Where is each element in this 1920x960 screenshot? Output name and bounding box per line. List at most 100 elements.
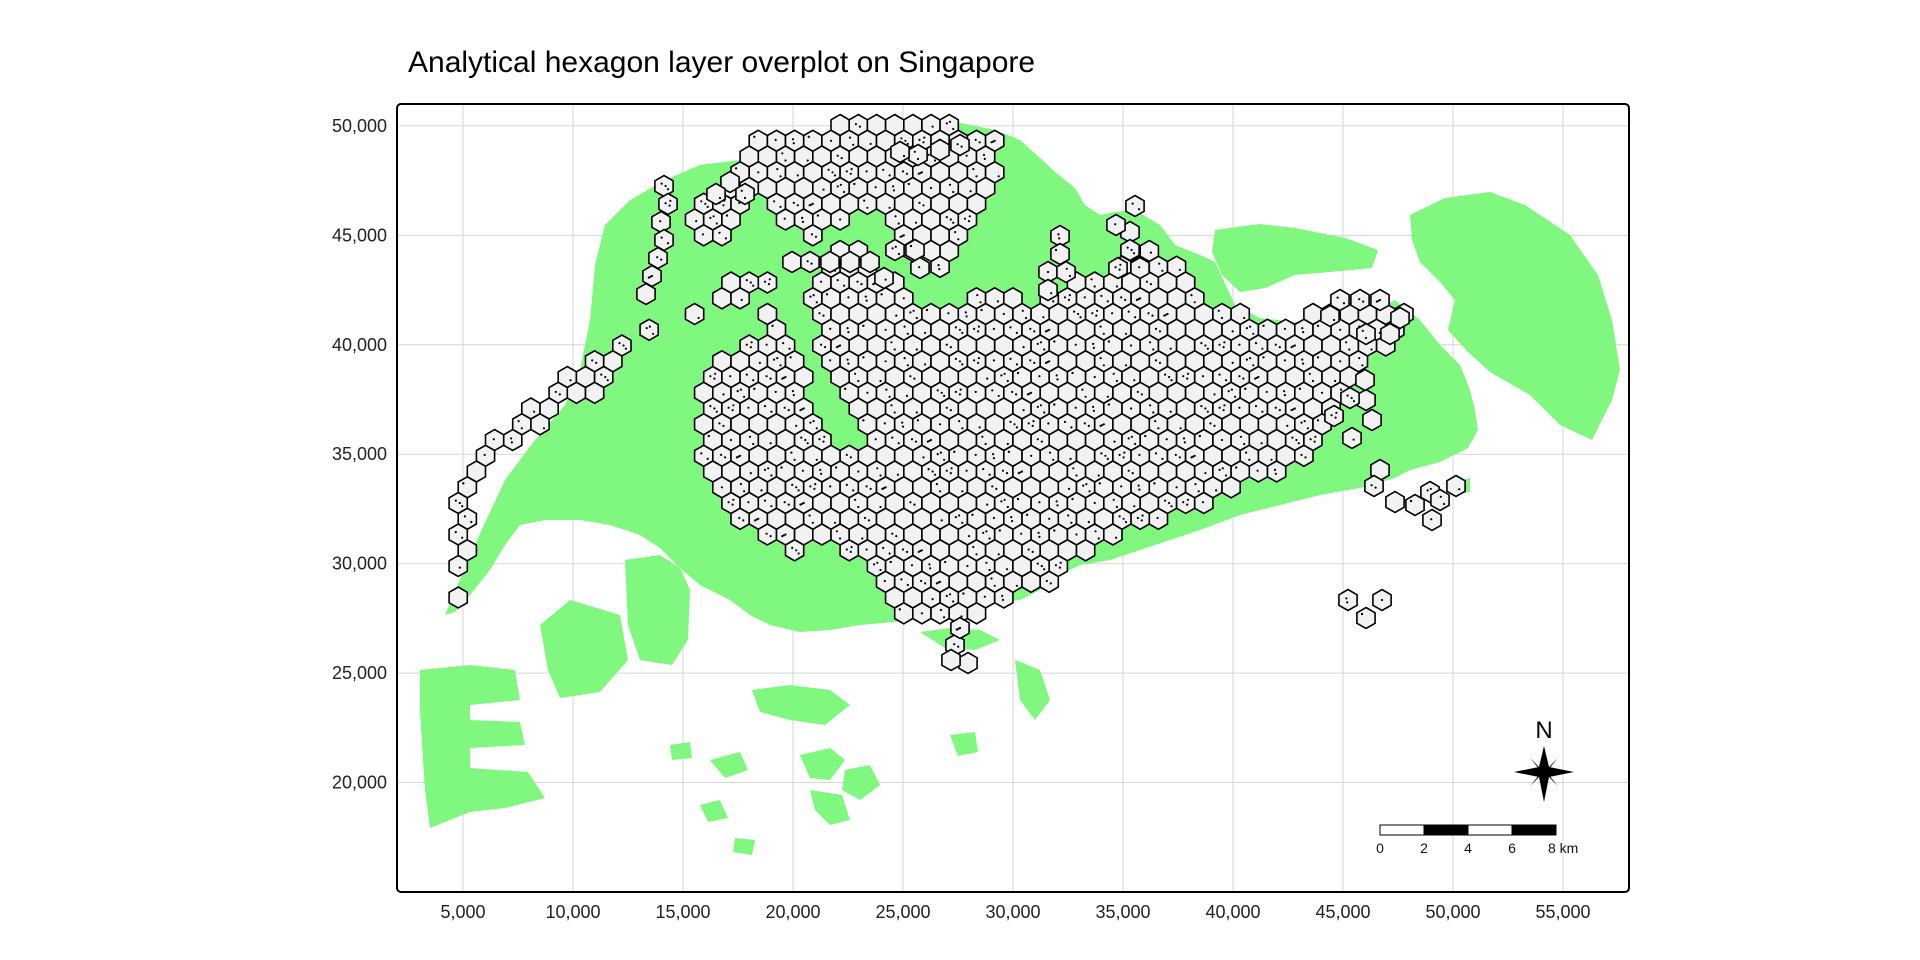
point-marker xyxy=(1274,472,1277,475)
point-marker xyxy=(857,379,860,383)
point-marker xyxy=(850,545,853,549)
hexagon-cell xyxy=(1075,538,1096,562)
point-marker xyxy=(1204,472,1207,475)
point-marker xyxy=(1002,312,1005,316)
point-marker xyxy=(725,214,729,217)
point-marker xyxy=(1273,468,1277,471)
x-tick-label: 50,000 xyxy=(1425,902,1480,922)
point-marker xyxy=(1036,438,1039,441)
point-marker xyxy=(1126,246,1129,249)
point-marker xyxy=(992,516,996,520)
point-marker xyxy=(739,388,743,391)
hexagon-cell xyxy=(1342,426,1362,450)
hexagon-cell xyxy=(448,586,469,609)
point-marker xyxy=(1215,489,1218,492)
hexagon-cell xyxy=(636,282,656,306)
point-marker xyxy=(836,279,839,282)
point-marker xyxy=(731,503,734,506)
point-marker xyxy=(1360,612,1364,616)
point-marker xyxy=(461,505,464,508)
point-marker xyxy=(820,343,823,346)
point-marker xyxy=(906,142,909,145)
point-marker xyxy=(822,188,825,191)
point-marker xyxy=(1256,469,1259,472)
point-marker xyxy=(1304,456,1307,459)
point-marker xyxy=(845,170,848,173)
point-marker xyxy=(1339,328,1342,331)
point-marker xyxy=(945,343,948,346)
point-marker xyxy=(1314,435,1317,438)
point-marker xyxy=(1138,453,1141,456)
x-tick-label: 30,000 xyxy=(985,902,1040,922)
point-marker xyxy=(1054,564,1057,567)
point-marker xyxy=(1290,409,1293,412)
point-marker xyxy=(943,616,946,619)
point-marker xyxy=(1022,346,1025,349)
point-marker xyxy=(902,154,906,158)
point-marker xyxy=(906,583,909,587)
point-marker xyxy=(905,394,909,397)
hexagon-cell xyxy=(584,381,605,405)
point-marker xyxy=(829,327,832,330)
point-marker xyxy=(995,487,998,490)
point-marker xyxy=(961,490,964,493)
point-marker xyxy=(765,375,768,378)
point-marker xyxy=(835,466,838,469)
point-marker xyxy=(1164,373,1167,376)
hexagon-cell xyxy=(1021,570,1041,594)
point-marker xyxy=(853,182,856,186)
point-marker xyxy=(895,314,898,317)
point-marker xyxy=(922,204,925,207)
point-marker xyxy=(973,327,976,330)
point-marker xyxy=(1001,594,1004,598)
point-marker xyxy=(1154,452,1158,455)
point-marker xyxy=(1122,456,1125,459)
point-marker xyxy=(850,168,853,171)
x-tick-label: 55,000 xyxy=(1535,902,1590,922)
point-marker xyxy=(1031,550,1034,554)
point-marker xyxy=(847,296,850,299)
point-marker xyxy=(1099,325,1102,328)
point-marker xyxy=(1213,424,1216,427)
point-marker xyxy=(1238,375,1241,378)
point-marker xyxy=(1065,267,1068,270)
point-marker xyxy=(1027,548,1030,551)
point-marker xyxy=(1099,357,1102,360)
point-marker xyxy=(958,514,961,517)
point-marker xyxy=(906,332,909,335)
point-marker xyxy=(1022,409,1025,412)
point-marker xyxy=(865,485,868,488)
point-marker xyxy=(986,503,989,506)
point-marker xyxy=(1033,330,1036,333)
point-marker xyxy=(1201,375,1205,378)
point-marker xyxy=(742,519,745,522)
point-marker xyxy=(844,387,847,390)
point-marker xyxy=(1274,343,1277,346)
hexagon-cell xyxy=(1039,570,1060,594)
point-marker xyxy=(1136,390,1139,393)
point-marker xyxy=(542,427,546,430)
point-marker xyxy=(996,300,1000,303)
point-marker xyxy=(724,237,728,240)
hexagon-cell xyxy=(1350,288,1370,312)
point-marker xyxy=(1015,584,1019,587)
hexagon-cell xyxy=(566,381,587,405)
point-marker xyxy=(839,537,842,540)
point-marker xyxy=(1361,329,1364,332)
point-marker xyxy=(1380,598,1384,602)
point-marker xyxy=(890,341,893,344)
point-marker xyxy=(1068,294,1071,297)
point-marker xyxy=(1045,579,1048,583)
x-axis-ticks: 5,000 10,000 15,000 20,000 25,000 30,000 35,00… xyxy=(440,902,1590,922)
hexagon-cell xyxy=(693,223,714,247)
point-marker xyxy=(836,154,839,157)
point-marker xyxy=(1278,346,1281,349)
point-marker xyxy=(743,490,746,493)
point-marker xyxy=(1136,516,1139,520)
point-marker xyxy=(884,278,887,281)
point-marker xyxy=(750,341,753,344)
point-marker xyxy=(836,185,839,188)
point-marker xyxy=(1168,375,1171,379)
southern-island-2 xyxy=(842,765,880,800)
